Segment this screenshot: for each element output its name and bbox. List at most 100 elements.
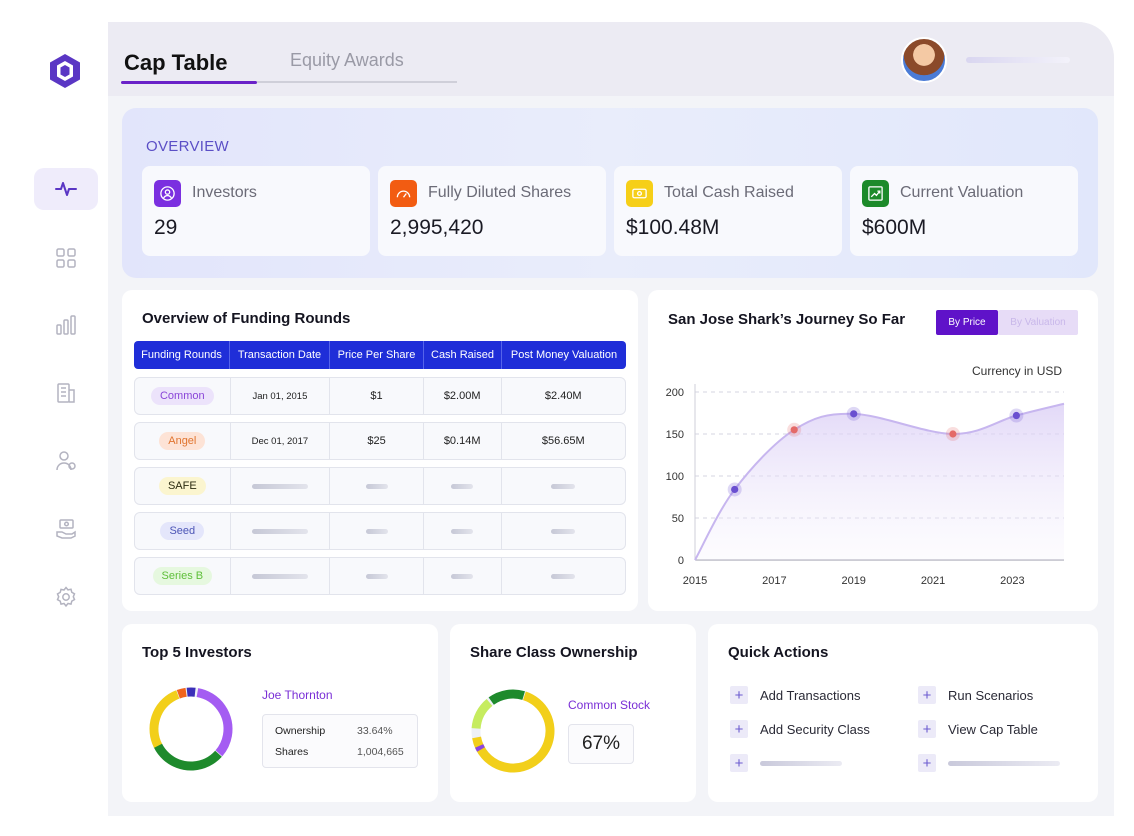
ownership-label: Ownership: [275, 725, 326, 737]
donut-segment: [149, 687, 233, 771]
journey-chart: 0 50 100 150 200 2015 2017 2019 2021 2023: [666, 384, 1065, 587]
data-point: [949, 430, 957, 438]
share-class-label[interactable]: Common Stock: [568, 698, 651, 712]
placeholder-bar: [365, 573, 388, 579]
donut-segment: [149, 687, 233, 771]
top-investors-panel: Top 5 Investors Joe Thornton Ownership 3…: [122, 624, 438, 802]
gear-icon: [56, 586, 76, 608]
table-header: Funding Rounds Transaction Date Price Pe…: [134, 341, 626, 369]
shares-value: 1,004,665: [357, 746, 404, 758]
stat-label: Total Cash Raised: [664, 184, 794, 201]
hand-money-icon: [56, 519, 76, 539]
overview-section: OVERVIEW Investors 29 Fully Diluted Shar…: [122, 108, 1098, 278]
round-pill: Angel: [159, 432, 206, 450]
table-row[interactable]: Seed: [134, 512, 626, 550]
funding-rounds-panel: Overview of Funding Rounds Funding Round…: [122, 290, 638, 611]
column-header[interactable]: Funding Rounds: [134, 341, 230, 369]
y-tick-label: 100: [666, 471, 684, 483]
series-area: [695, 403, 1064, 560]
donut-segment: [471, 689, 555, 773]
data-point: [850, 410, 858, 418]
placeholder-bar: [451, 528, 474, 534]
column-header[interactable]: Cash Raised: [424, 341, 502, 369]
stat-card-shares: Fully Diluted Shares 2,995,420: [378, 166, 606, 256]
stat-value: $600M: [862, 216, 927, 239]
nav-reports[interactable]: [34, 304, 98, 346]
column-header[interactable]: Post Money Valuation: [510, 349, 618, 361]
stat-value: $100.48M: [626, 216, 720, 239]
add-transactions-action[interactable]: + Add Transactions: [730, 686, 860, 704]
round-pill: Seed: [160, 522, 205, 540]
currency-label: Currency in USD: [972, 364, 1063, 378]
placeholder-action[interactable]: +: [918, 754, 1060, 772]
tab-cap-table[interactable]: Cap Table: [124, 50, 228, 75]
stat-label: Fully Diluted Shares: [428, 184, 572, 201]
donut-segment: [471, 689, 555, 773]
by-valuation-button[interactable]: By Valuation: [998, 310, 1078, 335]
price-cell: $25: [330, 423, 424, 459]
quick-actions-title: Quick Actions: [728, 644, 829, 661]
share-class-panel: Share Class Ownership Common Stock 67%: [450, 624, 696, 802]
plus-icon: +: [730, 754, 748, 772]
gauge-icon: [390, 180, 417, 207]
bar-chart-icon: [56, 315, 76, 335]
funding-title: Overview of Funding Rounds: [142, 310, 351, 327]
placeholder-bar: [551, 573, 576, 579]
donut-segment: [149, 687, 233, 771]
quick-actions-panel: Quick Actions + Add Transactions + Run Sce…: [708, 624, 1098, 802]
nav-dashboard[interactable]: [34, 237, 98, 279]
nav-activity[interactable]: [34, 168, 98, 210]
shares-label: Shares: [275, 746, 309, 758]
stat-card-investors: Investors 29: [142, 166, 370, 256]
building-icon: [57, 383, 75, 403]
tab-equity-awards[interactable]: Equity Awards: [290, 50, 404, 70]
x-tick-label: 2017: [762, 575, 786, 587]
plus-icon: +: [918, 720, 936, 738]
table-row[interactable]: SAFE: [134, 467, 626, 505]
nav-settings[interactable]: [34, 576, 98, 618]
stat-label: Current Valuation: [900, 184, 1024, 201]
by-price-button[interactable]: By Price: [936, 310, 998, 335]
y-tick-label: 150: [666, 429, 684, 441]
investor-name[interactable]: Joe Thornton: [262, 688, 333, 702]
column-header[interactable]: Transaction Date: [230, 341, 330, 369]
action-label: Add Security Class: [760, 721, 870, 737]
active-tab-indicator: [121, 81, 257, 84]
add-security-class-action[interactable]: + Add Security Class: [730, 720, 870, 738]
sidebar: [0, 0, 108, 836]
action-label: Add Transactions: [760, 687, 861, 703]
x-tick-label: 2019: [841, 575, 865, 587]
placeholder-bar: [251, 528, 308, 534]
nav-payments[interactable]: [34, 508, 98, 550]
nav-stakeholders[interactable]: [34, 440, 98, 482]
plus-icon: +: [918, 686, 936, 704]
stat-card-valuation: Current Valuation $600M: [850, 166, 1078, 256]
run-scenarios-action[interactable]: + Run Scenarios: [918, 686, 1033, 704]
cash-icon: [626, 180, 653, 207]
view-cap-table-action[interactable]: + View Cap Table: [918, 720, 1038, 738]
placeholder-action[interactable]: +: [730, 754, 842, 772]
user-icon: [154, 180, 181, 207]
data-point: [1012, 411, 1020, 420]
action-label: View Cap Table: [948, 721, 1038, 737]
investors-donut-chart[interactable]: [146, 684, 236, 774]
nav-documents[interactable]: [34, 372, 98, 414]
topbar: Cap Table Equity Awards: [108, 22, 1114, 96]
plus-icon: +: [918, 754, 936, 772]
table-row[interactable]: Common Jan 01, 2015 $1 $2.00M $2.40M: [134, 377, 626, 415]
share-class-donut-chart[interactable]: [468, 686, 558, 776]
price-cell: $1: [330, 378, 424, 414]
placeholder-bar: [251, 573, 308, 579]
cash-cell: $2.00M: [424, 378, 502, 414]
valuation-cell: $2.40M: [544, 390, 582, 402]
placeholder-bar: [760, 760, 842, 766]
user-check-icon: [56, 451, 76, 471]
date-cell: Jan 01, 2015: [231, 378, 331, 414]
placeholder-bar: [365, 528, 388, 534]
round-pill: Common: [150, 387, 214, 405]
table-row[interactable]: Angel Dec 01, 2017 $25 $0.14M $56.65M: [134, 422, 626, 460]
y-tick-label: 0: [678, 555, 684, 567]
column-header[interactable]: Price Per Share: [330, 341, 424, 369]
avatar[interactable]: [901, 37, 947, 83]
table-row[interactable]: Series B: [134, 557, 626, 595]
